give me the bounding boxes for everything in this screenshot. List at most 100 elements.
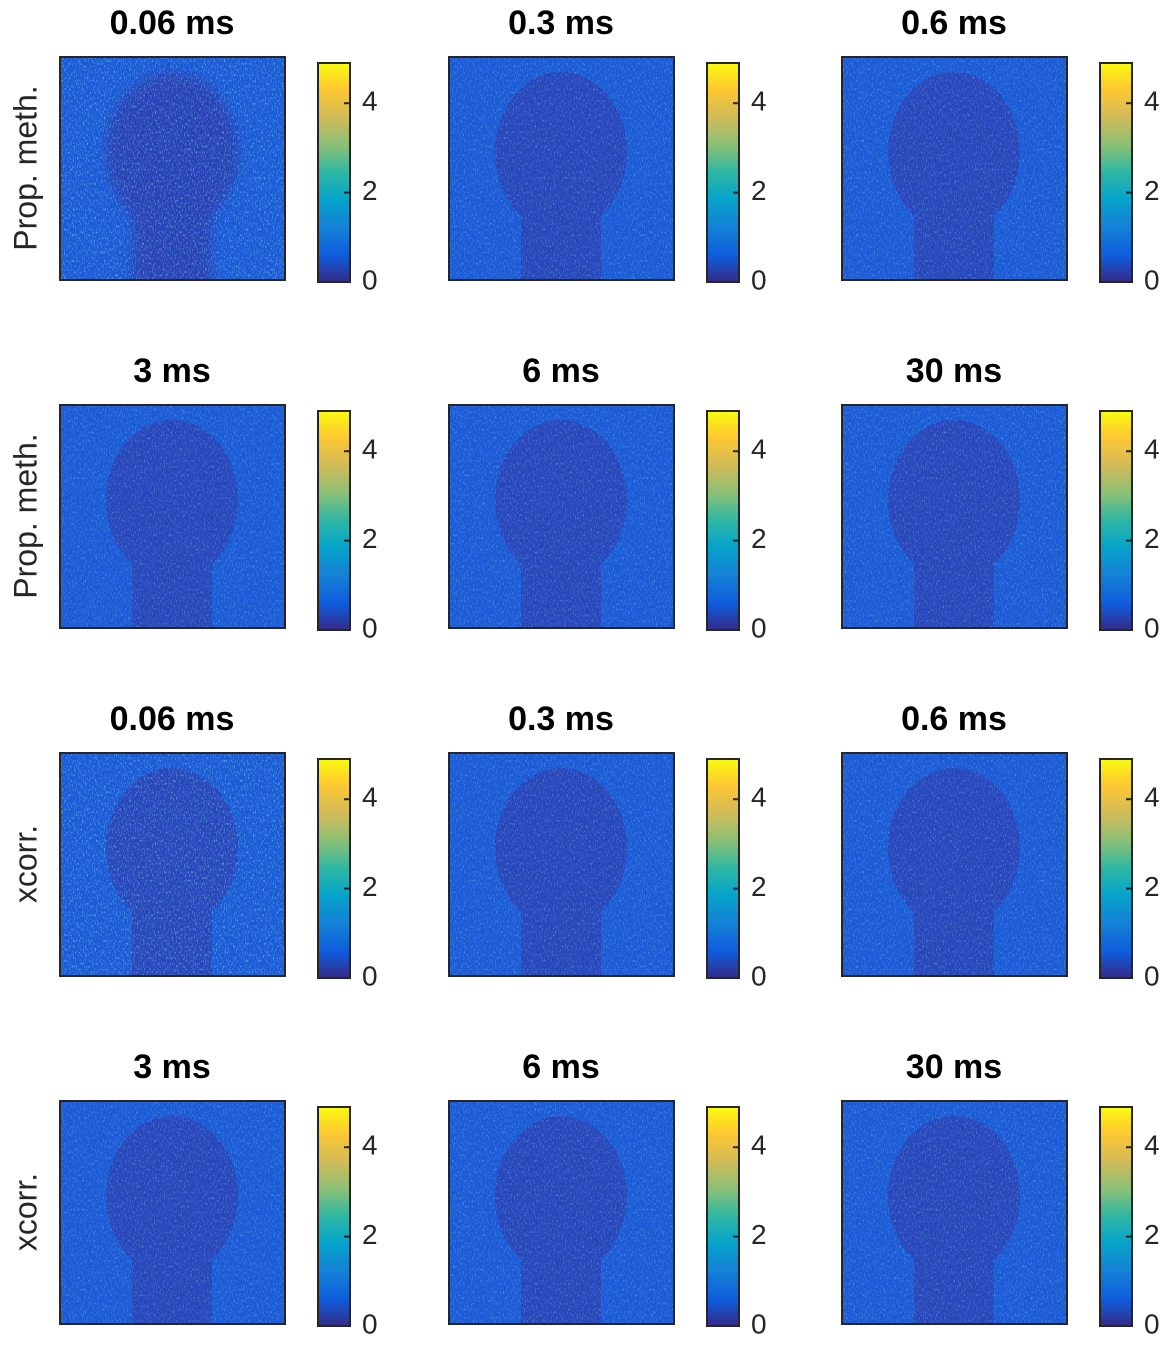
image-noise [842,1101,1067,1324]
colorbar-tick-label: 4 [751,782,767,813]
panel-title: 6 ms [522,352,600,390]
image-noise [449,753,674,976]
colorbar-tick-label: 2 [362,1219,378,1250]
colorbar-tick-label: 2 [751,1219,767,1250]
colorbar-tick-label: 0 [362,1308,378,1339]
panel: 0.3 ms 0 2 4 [448,4,767,295]
colorbar [317,758,351,979]
panel: 0.06 ms xcorr. 0 2 4 [7,700,377,991]
colorbar-tick-label: 4 [1144,782,1160,813]
colorbar-tick-label: 4 [1144,434,1160,465]
colorbar [706,1106,740,1327]
image [60,405,285,628]
image [842,57,1067,280]
colorbar-tick-label: 2 [1144,871,1160,902]
colorbar-tick-label: 2 [362,175,378,206]
image-noise [842,753,1067,976]
panel-title: 0.3 ms [508,4,614,42]
colorbar-tick-label: 2 [362,523,378,554]
image-frame [448,1100,675,1325]
image-noise [60,753,285,976]
image [449,405,674,628]
image-frame [59,404,286,629]
colorbar [317,410,351,631]
colorbar-tick-label: 0 [1144,264,1160,295]
image [842,1101,1067,1324]
colorbar-tick-label: 0 [1144,1308,1160,1339]
colorbar-tick-label: 0 [1144,960,1160,991]
image-noise [842,405,1067,628]
colorbar-tick-label: 4 [362,1130,378,1161]
panel: 0.3 ms 0 2 4 [448,700,767,991]
image [60,1101,285,1324]
image-frame [841,1100,1068,1325]
image [449,57,674,280]
panel: 0.6 ms 0 2 4 [841,700,1160,991]
panel-title: 30 ms [906,1048,1002,1086]
colorbar-tick-label: 2 [1144,1219,1160,1250]
panel: 30 ms 0 2 4 [841,1048,1160,1339]
colorbar-tick-label: 4 [751,434,767,465]
colorbar-tick-label: 2 [751,523,767,554]
colorbar-tick-label: 4 [362,782,378,813]
image-noise [449,1101,674,1324]
colorbar-tick-label: 4 [1144,86,1160,117]
image-frame [448,56,675,281]
colorbar [1099,410,1133,631]
image [449,1101,674,1324]
colorbar-tick-label: 0 [362,612,378,643]
image [842,753,1067,976]
image [449,753,674,976]
image-noise [60,57,285,280]
colorbar-tick-label: 2 [1144,175,1160,206]
colorbar-tick-label: 2 [362,871,378,902]
image-noise [449,57,674,280]
colorbar-tick-label: 2 [751,871,767,902]
colorbar-tick-label: 0 [362,960,378,991]
colorbar [1099,758,1133,979]
panel-title: 6 ms [522,1048,600,1086]
panel: 0.06 ms Prop. meth. 0 2 4 [7,4,377,295]
colorbar-tick-label: 0 [751,264,767,295]
image-noise [60,1101,285,1324]
image [60,57,285,280]
image-frame [841,404,1068,629]
colorbar-tick-label: 0 [751,960,767,991]
colorbar-tick-label: 2 [1144,523,1160,554]
panel-title: 30 ms [906,352,1002,390]
colorbar-tick-label: 2 [751,175,767,206]
image-frame [841,752,1068,977]
y-label: xcorr. [7,1173,43,1251]
panel: 3 ms xcorr. 0 2 4 [7,1048,377,1339]
panel-title: 0.3 ms [508,700,614,738]
colorbar [706,410,740,631]
colorbar-tick-label: 0 [751,612,767,643]
panel: 6 ms 0 2 4 [448,352,767,643]
colorbar-tick-label: 4 [751,86,767,117]
panel: 0.6 ms 0 2 4 [841,4,1160,295]
image-frame [59,1100,286,1325]
colorbar-tick-label: 4 [362,434,378,465]
colorbar-tick-label: 4 [362,86,378,117]
image-frame [59,56,286,281]
y-label: xcorr. [7,825,43,903]
panel-title: 0.6 ms [901,4,1007,42]
panel: 3 ms Prop. meth. 0 2 4 [7,352,377,643]
y-label: Prop. meth. [7,433,43,598]
image-noise [842,57,1067,280]
colorbar-tick-label: 4 [751,1130,767,1161]
panel: 30 ms 0 2 4 [841,352,1160,643]
colorbar-tick-label: 0 [362,264,378,295]
image-frame [448,752,675,977]
panel-title: 3 ms [133,1048,211,1086]
panel-title: 0.06 ms [110,700,235,738]
image-frame [448,404,675,629]
image-noise [60,405,285,628]
colorbar [1099,1106,1133,1327]
panel-title: 3 ms [133,352,211,390]
colorbar [706,62,740,283]
colorbar [1099,62,1133,283]
colorbar [317,62,351,283]
colorbar [317,1106,351,1327]
